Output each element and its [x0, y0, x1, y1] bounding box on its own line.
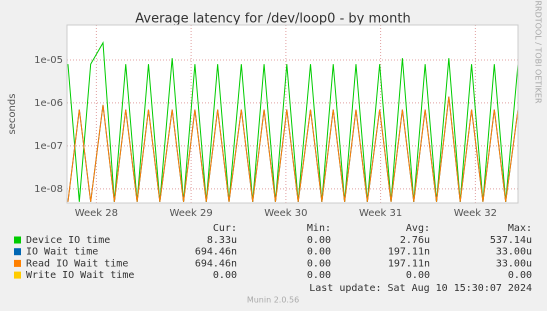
series-line: [67, 96, 519, 202]
legend-stat: 33.00u: [496, 258, 532, 269]
legend-label: IO Wait time: [26, 247, 98, 258]
side-note: RRDTOOL / TOBI OETIKER: [534, 0, 543, 103]
legend-stat: 537.14u: [490, 235, 532, 246]
legend-header: Max:: [508, 223, 532, 234]
legend-stat: 197.11n: [388, 258, 430, 269]
legend-stat: 0.00: [307, 258, 331, 269]
y-axis-label: seconds: [7, 94, 18, 135]
legend-label: Device IO time: [26, 235, 110, 246]
legend-header: Avg:: [406, 223, 430, 234]
legend-stat: 0.00: [307, 247, 331, 258]
legend-stat: 0.00: [307, 235, 331, 246]
last-update: Last update: Sat Aug 10 15:30:07 2024: [309, 283, 532, 294]
chart-title: Average latency for /dev/loop0 - by mont…: [135, 12, 410, 27]
legend-stat: 197.11n: [388, 247, 430, 258]
x-tick-label: Week 30: [264, 208, 307, 219]
x-tick-label: Week 31: [359, 208, 402, 219]
legend-header: Cur:: [213, 223, 237, 234]
y-tick-label: 1e-05: [34, 55, 63, 66]
legend-label: Read IO Wait time: [26, 258, 128, 269]
legend-stat: 694.46n: [195, 258, 237, 269]
legend-swatch: [14, 248, 21, 256]
legend-swatch: [14, 259, 21, 267]
legend-swatch: [14, 271, 21, 279]
legend-swatch: [14, 236, 21, 244]
x-tick-label: Week 32: [454, 208, 497, 219]
y-tick-label: 1e-06: [34, 98, 63, 109]
legend-header: Min:: [307, 223, 331, 234]
x-tick-label: Week 29: [169, 208, 212, 219]
legend-stat: 694.46n: [195, 247, 237, 258]
legend-stat: 33.00u: [496, 247, 532, 258]
y-tick-label: 1e-08: [34, 184, 63, 195]
legend-stat: 0.00: [307, 270, 331, 281]
plot-frame: [66, 24, 519, 204]
legend-stat: 8.33u: [207, 235, 237, 246]
y-tick-label: 1e-07: [34, 141, 63, 152]
plot-area: [67, 25, 518, 203]
legend-stat: 2.76u: [400, 235, 430, 246]
footer: Munin 2.0.56: [247, 296, 299, 305]
legend-stat: 0.00: [508, 270, 532, 281]
x-tick-label: Week 28: [75, 208, 118, 219]
legend-stat: 0.00: [213, 270, 237, 281]
series-line: [67, 41, 519, 202]
legend-label: Write IO Wait time: [26, 270, 134, 281]
legend-stat: 0.00: [406, 270, 430, 281]
